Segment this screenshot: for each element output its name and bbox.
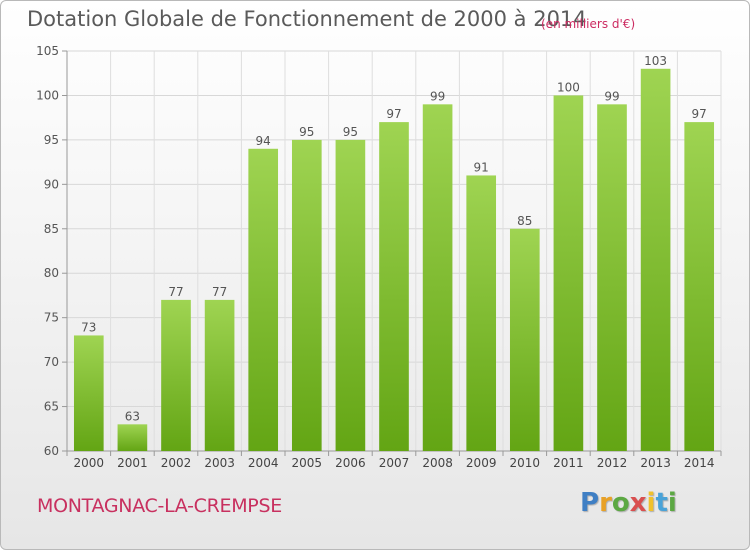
y-tick-label: 60 bbox=[44, 444, 59, 458]
y-tick-label: 100 bbox=[36, 88, 59, 102]
x-tick-label: 2010 bbox=[510, 456, 541, 470]
data-label: 94 bbox=[256, 134, 271, 148]
data-labels: 73 63 77 77 94 95 95 97 99 91 85 100 99 103 97 bbox=[81, 54, 707, 424]
bar bbox=[291, 139, 322, 451]
y-tick-label: 90 bbox=[44, 177, 59, 191]
x-tick-label: 2012 bbox=[597, 456, 628, 470]
x-tick-label: 2004 bbox=[248, 456, 279, 470]
logo-letter: r bbox=[599, 488, 612, 518]
bar bbox=[204, 299, 235, 451]
x-tick-label: 2011 bbox=[553, 456, 584, 470]
logo-letter: o bbox=[611, 488, 630, 518]
logo-letter: t bbox=[655, 488, 668, 518]
data-label: 97 bbox=[386, 107, 401, 121]
chart-title: Dotation Globale de Fonctionnement de 20… bbox=[27, 7, 587, 31]
x-tick-label: 2009 bbox=[466, 456, 497, 470]
bar bbox=[640, 68, 671, 452]
data-label: 95 bbox=[343, 125, 358, 139]
x-tick-label: 2001 bbox=[117, 456, 148, 470]
bar bbox=[684, 122, 715, 451]
y-tick-label: 85 bbox=[44, 222, 59, 236]
logo-letter: x bbox=[629, 488, 647, 518]
commune-name: MONTAGNAC-LA-CREMPSE bbox=[37, 495, 282, 517]
x-tick-label: 2014 bbox=[684, 456, 715, 470]
logo-letter: i bbox=[667, 488, 677, 518]
x-tick-label: 2013 bbox=[640, 456, 671, 470]
data-label: 100 bbox=[557, 80, 580, 94]
x-tick-label: 2000 bbox=[74, 456, 105, 470]
data-label: 95 bbox=[299, 125, 314, 139]
logo-letter: P bbox=[580, 488, 600, 518]
y-tick-label: 70 bbox=[44, 355, 59, 369]
logo-letter: i bbox=[646, 488, 656, 518]
chart-subtitle: (en milliers d'€) bbox=[541, 17, 636, 31]
data-label: 85 bbox=[517, 214, 532, 228]
bar bbox=[73, 335, 104, 451]
data-label: 91 bbox=[474, 160, 489, 174]
x-tick-label: 2008 bbox=[422, 456, 453, 470]
data-label: 73 bbox=[81, 320, 96, 334]
bar bbox=[161, 299, 191, 451]
x-tick-label: 2006 bbox=[335, 456, 366, 470]
y-tick-label: 80 bbox=[44, 266, 59, 280]
y-tick-label: 95 bbox=[44, 133, 59, 147]
y-tick-label: 75 bbox=[44, 311, 59, 325]
x-tick-label: 2007 bbox=[379, 456, 410, 470]
data-label: 77 bbox=[212, 285, 227, 299]
data-label: 103 bbox=[644, 54, 667, 68]
data-label: 99 bbox=[430, 89, 445, 103]
bar bbox=[379, 122, 409, 451]
bar bbox=[553, 95, 584, 451]
y-tick-label: 105 bbox=[36, 44, 59, 58]
x-tick-label: 2005 bbox=[292, 456, 323, 470]
bar bbox=[509, 228, 540, 451]
bar bbox=[422, 104, 453, 451]
x-tick-label: 2003 bbox=[204, 456, 235, 470]
data-label: 99 bbox=[604, 89, 619, 103]
bar bbox=[117, 424, 148, 451]
bar bbox=[335, 139, 366, 451]
bar bbox=[597, 104, 627, 451]
data-label: 63 bbox=[125, 409, 140, 423]
y-tick-label: 65 bbox=[44, 400, 59, 414]
x-tick-label: 2002 bbox=[161, 456, 192, 470]
bars bbox=[73, 68, 715, 452]
bar bbox=[466, 175, 497, 451]
bar bbox=[248, 148, 279, 451]
data-label: 97 bbox=[692, 107, 707, 121]
proxiti-logo: Proxiti bbox=[580, 488, 677, 518]
data-label: 77 bbox=[168, 285, 183, 299]
